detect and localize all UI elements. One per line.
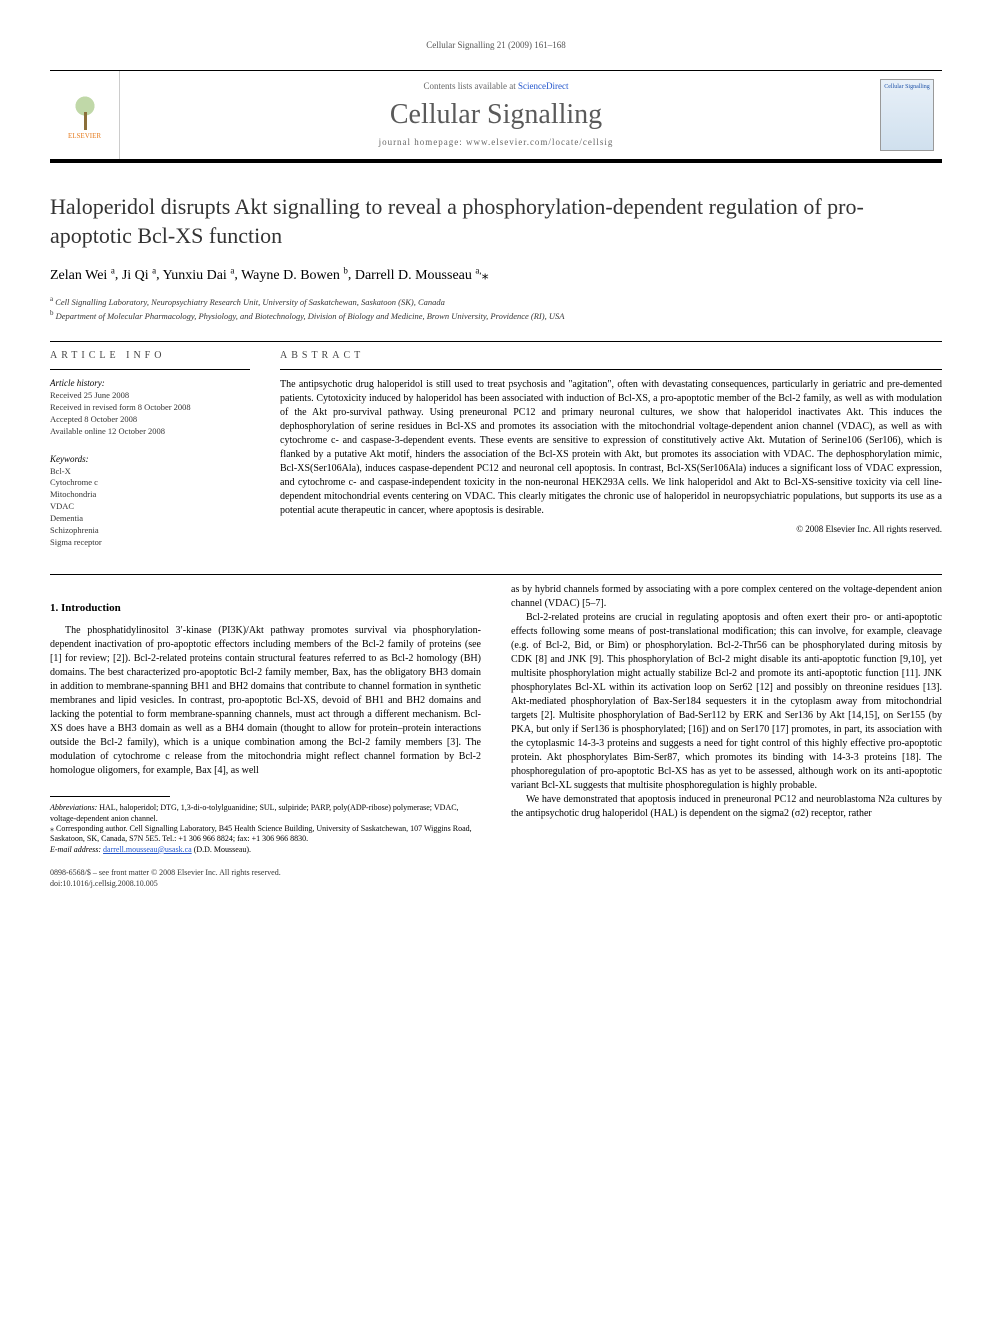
cover-image: Cellular Signalling [880, 79, 934, 151]
publisher-name: ELSEVIER [68, 132, 101, 140]
history-item: Received 25 June 2008 [50, 390, 250, 402]
abbrev-text: HAL, haloperidol; DTG, 1,3-di-o-tolylgua… [50, 803, 459, 822]
divider [280, 369, 942, 370]
footnotes: Abbreviations: HAL, haloperidol; DTG, 1,… [50, 803, 481, 855]
affiliation: b Department of Molecular Pharmacology, … [50, 308, 942, 323]
abstract-column: abstract The antipsychotic drug haloperi… [280, 350, 942, 549]
email-label: E-mail address: [50, 845, 101, 854]
keyword-item: Bcl-X [50, 466, 250, 478]
author: Darrell D. Mousseau a,⁎ [355, 268, 489, 283]
keyword-item: VDAC [50, 501, 250, 513]
history-list: Received 25 June 2008Received in revised… [50, 390, 250, 438]
affiliations: a Cell Signalling Laboratory, Neuropsych… [50, 294, 942, 323]
cover-thumbnail: Cellular Signalling [872, 71, 942, 159]
corr-label: ⁎ Corresponding author. [50, 824, 128, 833]
email-link[interactable]: darrell.mousseau@usask.ca [103, 845, 192, 854]
tree-icon [65, 90, 105, 130]
journal-homepage: journal homepage: www.elsevier.com/locat… [140, 137, 852, 147]
keywords-heading: Keywords: [50, 454, 250, 464]
author-list: Zelan Wei a, Ji Qi a, Yunxiu Dai a, Wayn… [50, 265, 942, 284]
info-abstract-row: article info Article history: Received 2… [50, 350, 942, 549]
abstract-copyright: © 2008 Elsevier Inc. All rights reserved… [280, 524, 942, 534]
abstract-text: The antipsychotic drug haloperidol is st… [280, 378, 942, 518]
author: Zelan Wei a [50, 268, 115, 283]
keyword-item: Dementia [50, 513, 250, 525]
abbreviations-note: Abbreviations: HAL, haloperidol; DTG, 1,… [50, 803, 481, 824]
keyword-item: Mitochondria [50, 489, 250, 501]
history-item: Received in revised form 8 October 2008 [50, 402, 250, 414]
divider [50, 574, 942, 575]
history-item: Accepted 8 October 2008 [50, 414, 250, 426]
body-paragraph: The phosphatidylinositol 3′-kinase (PI3K… [50, 624, 481, 778]
keywords-list: Bcl-XCytochrome cMitochondriaVDACDementi… [50, 466, 250, 549]
journal-masthead: ELSEVIER Contents lists available at Sci… [50, 70, 942, 163]
article-info: article info Article history: Received 2… [50, 350, 250, 549]
body-paragraph: Bcl-2-related proteins are crucial in re… [511, 611, 942, 793]
email-who: (D.D. Mousseau). [194, 845, 251, 854]
left-column: 1. Introduction The phosphatidylinositol… [50, 583, 481, 890]
keyword-item: Sigma receptor [50, 537, 250, 549]
right-column: as by hybrid channels formed by associat… [511, 583, 942, 890]
author: Yunxiu Dai a [163, 268, 235, 283]
abstract-heading: abstract [280, 350, 942, 361]
footnote-separator [50, 796, 170, 797]
article-title: Haloperidol disrupts Akt signalling to r… [50, 193, 942, 250]
running-header: Cellular Signalling 21 (2009) 161–168 [50, 40, 942, 50]
elsevier-logo: ELSEVIER [50, 71, 120, 159]
journal-title: Cellular Signalling [140, 99, 852, 131]
keyword-item: Cytochrome c [50, 477, 250, 489]
history-heading: Article history: [50, 378, 250, 388]
history-item: Available online 12 October 2008 [50, 426, 250, 438]
affiliation: a Cell Signalling Laboratory, Neuropsych… [50, 294, 942, 309]
email-note: E-mail address: darrell.mousseau@usask.c… [50, 845, 481, 855]
doi-line: doi:10.1016/j.cellsig.2008.10.005 [50, 878, 481, 889]
contents-prefix: Contents lists available at [424, 81, 518, 91]
body-paragraph: as by hybrid channels formed by associat… [511, 583, 942, 611]
section-1-heading: 1. Introduction [50, 601, 481, 616]
journal-center: Contents lists available at ScienceDirec… [120, 71, 872, 159]
body-columns: 1. Introduction The phosphatidylinositol… [50, 583, 942, 890]
sciencedirect-link[interactable]: ScienceDirect [518, 81, 568, 91]
corresponding-note: ⁎ Corresponding author. Cell Signalling … [50, 824, 481, 845]
divider [50, 369, 250, 370]
article-info-heading: article info [50, 350, 250, 361]
abbrev-label: Abbreviations: [50, 803, 97, 812]
keyword-item: Schizophrenia [50, 525, 250, 537]
issn-line: 0898-6568/$ – see front matter © 2008 El… [50, 867, 481, 878]
contents-available: Contents lists available at ScienceDirec… [140, 81, 852, 91]
author: Wayne D. Bowen b [241, 268, 348, 283]
divider [50, 341, 942, 342]
author: Ji Qi a [122, 268, 156, 283]
body-paragraph: We have demonstrated that apoptosis indu… [511, 793, 942, 821]
